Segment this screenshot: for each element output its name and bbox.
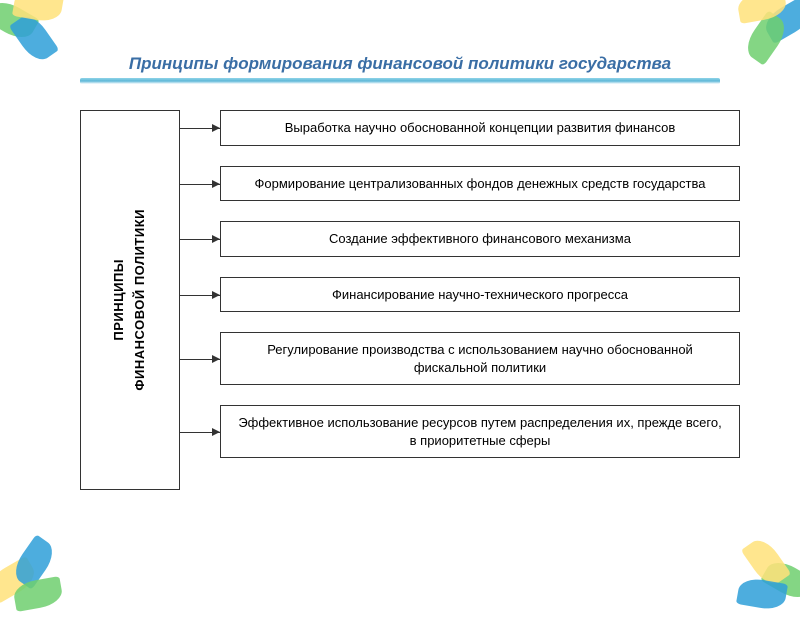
title-underline [80, 78, 720, 84]
corner-decoration-tr [730, 0, 800, 70]
arrowhead-icon [212, 355, 220, 363]
item-box-3: Финансирование научно-технического прогр… [220, 277, 740, 313]
sidebar-label: ПРИНЦИПЫ ФИНАНСОВОЙ ПОЛИТИКИ [109, 209, 151, 391]
sidebar-line2: ФИНАНСОВОЙ ПОЛИТИКИ [132, 209, 147, 391]
diagram: ПРИНЦИПЫ ФИНАНСОВОЙ ПОЛИТИКИ Выработка н… [80, 110, 740, 540]
arrowhead-icon [212, 124, 220, 132]
item-box-4: Регулирование производства с использован… [220, 332, 740, 385]
arrowhead-icon [212, 180, 220, 188]
corner-decoration-bl [0, 530, 70, 620]
arrowhead-icon [212, 291, 220, 299]
item-box-0: Выработка научно обоснованной концепции … [220, 110, 740, 146]
corner-decoration-tl [0, 0, 70, 70]
corner-decoration-br [730, 530, 800, 620]
item-box-2: Создание эффективного финансового механи… [220, 221, 740, 257]
title-bar: Принципы формирования финансовой политик… [80, 54, 720, 84]
sidebar-principles-box: ПРИНЦИПЫ ФИНАНСОВОЙ ПОЛИТИКИ [80, 110, 180, 490]
page-title: Принципы формирования финансовой политик… [80, 54, 720, 78]
item-box-5: Эффективное использование ресурсов путем… [220, 405, 740, 458]
arrowhead-icon [212, 428, 220, 436]
sidebar-line1: ПРИНЦИПЫ [111, 259, 126, 341]
arrowhead-icon [212, 235, 220, 243]
items-column: Выработка научно обоснованной концепции … [220, 110, 740, 478]
item-box-1: Формирование централизованных фондов ден… [220, 166, 740, 202]
